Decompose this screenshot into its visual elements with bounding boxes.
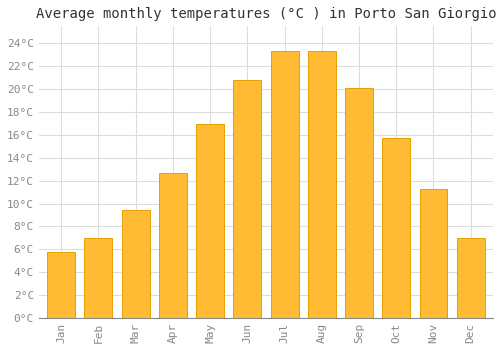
Bar xyxy=(270,51,298,318)
Bar xyxy=(122,210,150,318)
Bar xyxy=(345,88,373,318)
Title: Average monthly temperatures (°C ) in Porto San Giorgio: Average monthly temperatures (°C ) in Po… xyxy=(36,7,496,21)
Bar xyxy=(234,80,262,318)
Bar xyxy=(159,173,187,318)
Bar xyxy=(84,238,112,318)
Bar xyxy=(382,138,410,318)
Bar xyxy=(308,51,336,318)
Bar xyxy=(47,252,75,318)
Bar xyxy=(196,124,224,318)
Bar xyxy=(420,189,448,318)
Bar xyxy=(457,238,484,318)
